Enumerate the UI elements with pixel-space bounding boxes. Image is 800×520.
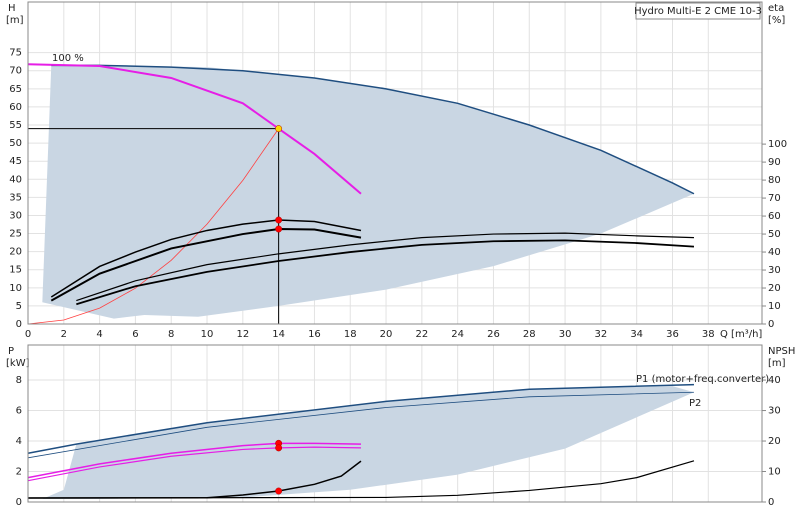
- curve: [27, 63, 362, 195]
- y2-tick-label: 30: [768, 406, 781, 417]
- y2-tick-label: 70: [768, 193, 781, 204]
- point: [275, 216, 283, 224]
- x-tick-label: 14: [272, 329, 285, 340]
- x-tick-label: 0: [25, 329, 31, 340]
- y-axis-unit: [kW]: [6, 358, 30, 369]
- annotation: 100 %: [52, 53, 84, 64]
- y2-tick-label: 100: [768, 139, 787, 150]
- curve: [50, 219, 362, 298]
- y2-tick-label: 90: [768, 157, 781, 168]
- y2-axis-unit: [%]: [768, 15, 785, 26]
- y2-tick-label: 10: [768, 301, 781, 312]
- curve: [51, 64, 695, 195]
- y-tick-label: 60: [9, 102, 22, 113]
- y2-tick-label: 50: [768, 229, 781, 240]
- curve: [76, 239, 695, 306]
- y2-tick-label: 30: [768, 265, 781, 276]
- y-axis-unit: [m]: [6, 15, 24, 26]
- y-tick-label: 75: [9, 48, 22, 59]
- curve: [27, 446, 361, 482]
- y2-tick-label: 40: [768, 247, 781, 258]
- x-tick-label: 6: [132, 329, 138, 340]
- y-tick-label: 0: [16, 319, 22, 330]
- y-tick-label: 65: [9, 84, 22, 95]
- y-tick-label: 25: [9, 229, 22, 240]
- curve: [27, 460, 695, 499]
- curve: [27, 383, 694, 454]
- y2-tick-label: 20: [768, 283, 781, 294]
- point: [275, 444, 283, 452]
- x-tick-label: 24: [451, 329, 464, 340]
- y-tick-label: 40: [9, 174, 22, 185]
- y-tick-label: 8: [16, 375, 22, 386]
- x-tick-label: 2: [61, 329, 67, 340]
- y2-tick-label: 60: [768, 211, 781, 222]
- point: [275, 225, 283, 233]
- y-tick-label: 5: [16, 301, 22, 312]
- x-tick-label: 34: [630, 329, 643, 340]
- y-axis-label: H: [8, 3, 16, 14]
- x-tick-label: 18: [344, 329, 357, 340]
- y-tick-label: 30: [9, 210, 22, 221]
- y-tick-label: 10: [9, 283, 22, 294]
- x-tick-label: 26: [487, 329, 500, 340]
- y2-axis-label: eta: [768, 3, 784, 14]
- y-tick-label: 45: [9, 156, 22, 167]
- y2-axis-label: NPSH: [768, 346, 795, 357]
- x-tick-label: 20: [380, 329, 393, 340]
- y2-tick-label: 40: [768, 375, 781, 386]
- curve: [76, 232, 694, 302]
- y-tick-label: 35: [9, 192, 22, 203]
- y2-axis-unit: [m]: [768, 358, 786, 369]
- curve: [27, 391, 694, 459]
- y2-tick-label: 0: [768, 497, 774, 508]
- x-tick-label: 32: [595, 329, 608, 340]
- title-box: [635, 2, 761, 20]
- annotation: P2: [689, 398, 701, 409]
- y-tick-label: 55: [9, 120, 22, 131]
- y-tick-label: 70: [9, 66, 22, 77]
- y-axis-label: P: [8, 346, 14, 357]
- x-axis-label: Q [m³/h]: [720, 329, 762, 340]
- y-tick-label: 50: [9, 138, 22, 149]
- y2-tick-label: 80: [768, 175, 781, 186]
- operating-area: [42, 386, 694, 499]
- y2-tick-label: 0: [768, 319, 774, 330]
- y2-tick-label: 20: [768, 436, 781, 447]
- point: [275, 125, 283, 133]
- x-tick-label: 16: [308, 329, 321, 340]
- x-tick-label: 12: [236, 329, 249, 340]
- x-tick-label: 36: [666, 329, 679, 340]
- curve: [27, 442, 361, 479]
- x-tick-label: 8: [168, 329, 174, 340]
- y-tick-label: 20: [9, 247, 22, 258]
- x-tick-label: 10: [201, 329, 214, 340]
- chart-title: Hydro Multi-E 2 CME 10-3: [634, 6, 762, 17]
- x-tick-label: 22: [415, 329, 428, 340]
- y-tick-label: 4: [16, 436, 22, 447]
- x-tick-label: 38: [702, 329, 715, 340]
- y-tick-label: 6: [16, 406, 22, 417]
- x-tick-label: 28: [523, 329, 536, 340]
- annotation: P1 (motor+freq.converter): [636, 374, 769, 385]
- curve: [27, 128, 279, 325]
- y-tick-label: 15: [9, 265, 22, 276]
- point: [275, 487, 283, 495]
- plot-border: [27, 344, 763, 503]
- x-tick-label: 4: [96, 329, 102, 340]
- plot-border: [27, 1, 763, 325]
- y2-tick-label: 10: [768, 467, 781, 478]
- curve: [50, 228, 362, 302]
- y-tick-label: 2: [16, 467, 22, 478]
- x-tick-label: 30: [559, 329, 572, 340]
- y-tick-label: 0: [16, 497, 22, 508]
